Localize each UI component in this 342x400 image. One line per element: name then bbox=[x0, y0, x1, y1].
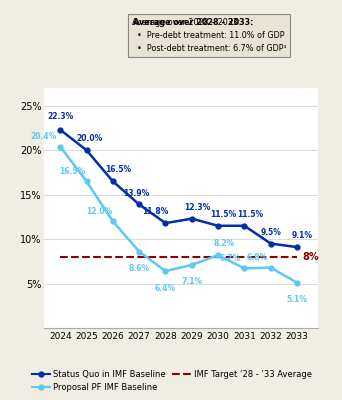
Text: 5.1%: 5.1% bbox=[287, 295, 307, 304]
Legend: Status Quo in IMF Baseline, Proposal PF IMF Baseline, IMF Target ‘28 - ’33 Avera: Status Quo in IMF Baseline, Proposal PF … bbox=[31, 370, 312, 392]
Text: 9.5%: 9.5% bbox=[260, 228, 281, 237]
Text: Average over 2028 – 2033:
  •  Pre-debt treatment: 11.0% of GDP
  •  Post-debt t: Average over 2028 – 2033: • Pre-debt tre… bbox=[132, 18, 286, 53]
Text: 20.0%: 20.0% bbox=[76, 134, 103, 143]
Text: 7.1%: 7.1% bbox=[181, 277, 202, 286]
Text: 12.3%: 12.3% bbox=[184, 203, 210, 212]
Text: 9.1%: 9.1% bbox=[292, 231, 313, 240]
Text: 11.5%: 11.5% bbox=[237, 210, 263, 219]
Text: Average over 2028 – 2033:: Average over 2028 – 2033: bbox=[133, 18, 253, 27]
Text: 8%: 8% bbox=[302, 252, 319, 262]
Text: 13.9%: 13.9% bbox=[123, 188, 149, 198]
Text: 6.7%: 6.7% bbox=[220, 254, 241, 263]
Text: 11.5%: 11.5% bbox=[211, 210, 237, 219]
Text: 16.5%: 16.5% bbox=[105, 165, 131, 174]
Text: 8.2%: 8.2% bbox=[213, 239, 234, 248]
Text: 11.8%: 11.8% bbox=[143, 207, 169, 216]
Text: 12.0%: 12.0% bbox=[86, 207, 112, 216]
Text: 16.5%: 16.5% bbox=[60, 167, 86, 176]
Text: 20.4%: 20.4% bbox=[30, 132, 57, 141]
Text: 6.4%: 6.4% bbox=[155, 284, 176, 293]
Text: 8.6%: 8.6% bbox=[129, 264, 150, 273]
Text: 6.8%: 6.8% bbox=[246, 253, 267, 262]
Text: 22.3%: 22.3% bbox=[47, 112, 74, 122]
